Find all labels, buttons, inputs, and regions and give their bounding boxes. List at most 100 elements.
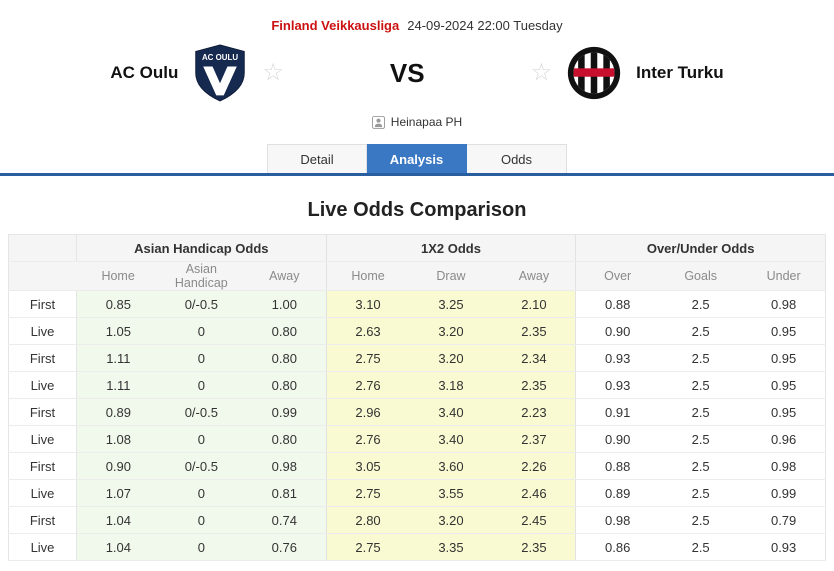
league-line: Finland Veikkausliga 24-09-2024 22:00 Tue… xyxy=(0,0,834,33)
odds-cell: 0.88 xyxy=(575,452,660,480)
league-name[interactable]: Finland Veikkausliga xyxy=(271,18,400,33)
odds-cell: 0.90 xyxy=(76,452,160,480)
col-1x2-home: Home xyxy=(325,261,410,291)
odds-cell: 0.80 xyxy=(242,371,327,399)
odds-table: Asian Handicap Odds 1X2 Odds Over/Under … xyxy=(8,234,826,561)
odds-cell: 0.89 xyxy=(76,398,160,426)
odds-cell: 2.5 xyxy=(659,371,743,399)
odds-cell: 2.26 xyxy=(492,452,576,480)
table-row: First 1.04 0 0.74 2.80 3.20 2.45 0.98 2.… xyxy=(8,506,826,534)
group-1x2: 1X2 Odds xyxy=(325,234,576,262)
row-label: First xyxy=(8,398,77,426)
odds-cell: 0/-0.5 xyxy=(159,290,243,318)
row-label: First xyxy=(8,506,77,534)
odds-cell: 3.10 xyxy=(325,290,410,318)
row-label: First xyxy=(8,344,77,372)
away-team-name[interactable]: Inter Turku xyxy=(636,63,724,82)
home-team-logo: AC OULU xyxy=(195,44,246,102)
odds-cell: 0.98 xyxy=(742,452,826,480)
odds-cell: 0.93 xyxy=(575,371,660,399)
away-team-logo xyxy=(567,46,621,100)
odds-cell: 0.86 xyxy=(575,533,660,561)
home-favorite-star-icon[interactable]: ☆ xyxy=(262,59,284,86)
col-ah-handicap: Asian Handicap xyxy=(159,261,243,291)
odds-cell: 0 xyxy=(159,479,243,507)
row-label: Live xyxy=(8,479,77,507)
odds-cell: 0 xyxy=(159,371,243,399)
table-row: Live 1.04 0 0.76 2.75 3.35 2.35 0.86 2.5… xyxy=(8,533,826,561)
home-team-name[interactable]: AC Oulu xyxy=(110,63,179,82)
odds-cell: 0.80 xyxy=(242,425,327,453)
odds-cell: 0.99 xyxy=(242,398,327,426)
col-ou-under: Under xyxy=(742,261,826,291)
odds-cell: 2.5 xyxy=(659,479,743,507)
table-row: First 0.85 0/-0.5 1.00 3.10 3.25 2.10 0.… xyxy=(8,290,826,318)
odds-cell: 2.10 xyxy=(492,290,576,318)
odds-cell: 0.98 xyxy=(742,290,826,318)
group-over-under: Over/Under Odds xyxy=(575,234,826,262)
tab-analysis[interactable]: Analysis xyxy=(367,144,467,173)
odds-cell: 0/-0.5 xyxy=(159,398,243,426)
row-label: Live xyxy=(8,371,77,399)
corner-cell xyxy=(8,261,77,291)
referee-line: Heinapaa PH xyxy=(0,115,834,129)
odds-cell: 0.74 xyxy=(242,506,327,534)
odds-cell: 2.37 xyxy=(492,425,576,453)
column-header-row: Home Asian Handicap Away Home Draw Away … xyxy=(8,261,826,291)
odds-cell: 0.95 xyxy=(742,371,826,399)
tab-detail[interactable]: Detail xyxy=(267,144,367,173)
tab-odds[interactable]: Odds xyxy=(467,144,567,173)
odds-cell: 3.40 xyxy=(409,398,493,426)
odds-cell: 2.80 xyxy=(325,506,410,534)
odds-cell: 3.60 xyxy=(409,452,493,480)
odds-cell: 3.20 xyxy=(409,506,493,534)
odds-cell: 2.76 xyxy=(325,371,410,399)
col-ah-away: Away xyxy=(242,261,327,291)
odds-cell: 3.20 xyxy=(409,317,493,345)
match-datetime: 24-09-2024 22:00 Tuesday xyxy=(407,18,563,33)
odds-cell: 0.91 xyxy=(575,398,660,426)
tab-bar: Detail Analysis Odds xyxy=(0,144,834,176)
odds-cell: 0.95 xyxy=(742,398,826,426)
odds-cell: 0.81 xyxy=(242,479,327,507)
away-favorite-star-icon[interactable]: ☆ xyxy=(530,59,553,86)
odds-cell: 0 xyxy=(159,425,243,453)
row-label: First xyxy=(8,452,77,480)
odds-cell: 0 xyxy=(159,506,243,534)
odds-cell: 2.5 xyxy=(659,290,743,318)
col-ah-home: Home xyxy=(76,261,160,291)
odds-cell: 2.5 xyxy=(659,533,743,561)
odds-cell: 2.5 xyxy=(659,506,743,534)
odds-cell: 0.80 xyxy=(242,344,327,372)
odds-cell: 3.55 xyxy=(409,479,493,507)
odds-cell: 0.90 xyxy=(575,317,660,345)
odds-cell: 0.93 xyxy=(575,344,660,372)
odds-cell: 2.5 xyxy=(659,452,743,480)
odds-cell: 0.98 xyxy=(242,452,327,480)
odds-cell: 1.11 xyxy=(76,371,160,399)
row-label: First xyxy=(8,290,77,318)
col-ou-goals: Goals xyxy=(659,261,743,291)
odds-cell: 2.76 xyxy=(325,425,410,453)
match-header: AC Oulu AC OULU ☆ VS ☆ Inter Turku xyxy=(0,43,834,103)
odds-cell: 0.79 xyxy=(742,506,826,534)
referee-name: Heinapaa PH xyxy=(390,115,463,129)
col-1x2-away: Away xyxy=(492,261,576,291)
odds-cell: 3.18 xyxy=(409,371,493,399)
odds-cell: 2.96 xyxy=(325,398,410,426)
odds-cell: 1.00 xyxy=(242,290,327,318)
odds-cell: 0 xyxy=(159,317,243,345)
odds-cell: 2.35 xyxy=(492,317,576,345)
referee-icon xyxy=(371,115,385,129)
odds-cell: 0.93 xyxy=(742,533,826,561)
odds-cell: 2.35 xyxy=(492,371,576,399)
odds-cell: 3.25 xyxy=(409,290,493,318)
odds-cell: 0 xyxy=(159,344,243,372)
odds-cell: 0.88 xyxy=(575,290,660,318)
vs-label: VS xyxy=(389,57,425,88)
odds-cell: 2.75 xyxy=(325,533,410,561)
odds-cell: 3.40 xyxy=(409,425,493,453)
odds-cell: 3.20 xyxy=(409,344,493,372)
odds-cell: 0.99 xyxy=(742,479,826,507)
